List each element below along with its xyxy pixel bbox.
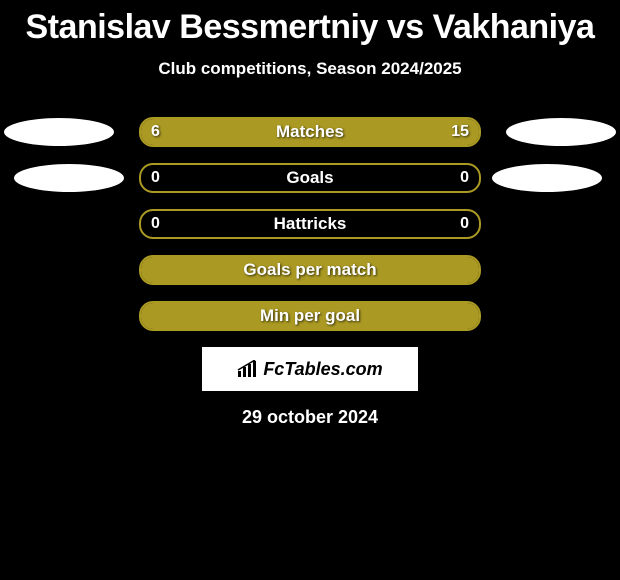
stat-bar: 00Goals bbox=[139, 163, 481, 193]
stat-row: 615Matches bbox=[0, 117, 620, 147]
stat-rows: 615Matches 00Goals 00Hattricks Goals per ma… bbox=[0, 117, 620, 331]
stat-bar: 00Hattricks bbox=[139, 209, 481, 239]
stat-label: Hattricks bbox=[141, 214, 479, 234]
stat-label: Goals per match bbox=[141, 260, 479, 280]
stat-label: Matches bbox=[141, 122, 479, 142]
stat-bar: 615Matches bbox=[139, 117, 481, 147]
stat-row: Min per goal bbox=[0, 301, 620, 331]
date-label: 29 october 2024 bbox=[0, 407, 620, 428]
stat-row: Goals per match bbox=[0, 255, 620, 285]
stat-label: Min per goal bbox=[141, 306, 479, 326]
player-right-ellipse bbox=[492, 164, 602, 192]
stat-row: 00Hattricks bbox=[0, 209, 620, 239]
page-title: Stanislav Bessmertniy vs Vakhaniya bbox=[0, 8, 620, 47]
stat-bar: Goals per match bbox=[139, 255, 481, 285]
player-left-ellipse bbox=[14, 164, 124, 192]
stat-bar: Min per goal bbox=[139, 301, 481, 331]
logo-box: FcTables.com bbox=[202, 347, 418, 391]
page-subtitle: Club competitions, Season 2024/2025 bbox=[0, 59, 620, 79]
player-right-ellipse bbox=[506, 118, 616, 146]
logo: FcTables.com bbox=[237, 359, 382, 380]
logo-text: FcTables.com bbox=[263, 359, 382, 380]
comparison-card: Stanislav Bessmertniy vs Vakhaniya Club … bbox=[0, 0, 620, 428]
player-left-ellipse bbox=[4, 118, 114, 146]
stat-row: 00Goals bbox=[0, 163, 620, 193]
bar-chart-icon bbox=[237, 360, 259, 378]
stat-label: Goals bbox=[141, 168, 479, 188]
